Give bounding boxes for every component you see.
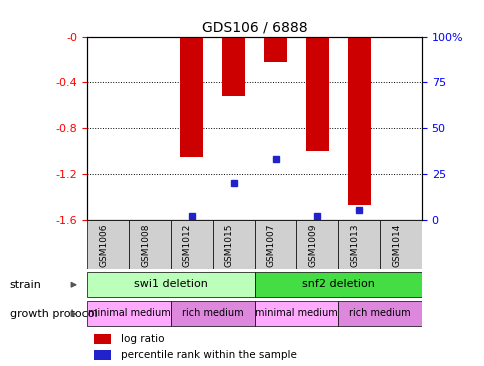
Bar — [305, 37, 328, 151]
Bar — [254, 302, 337, 326]
Bar — [337, 302, 421, 326]
Bar — [347, 37, 370, 205]
Text: GSM1015: GSM1015 — [224, 224, 233, 267]
Text: rich medium: rich medium — [348, 308, 410, 318]
Bar — [337, 220, 379, 269]
Text: percentile rank within the sample: percentile rank within the sample — [121, 350, 296, 360]
Bar — [254, 272, 421, 297]
Bar — [212, 220, 254, 269]
Bar — [254, 220, 296, 269]
Text: GSM1009: GSM1009 — [308, 224, 317, 267]
Text: snf2 deletion: snf2 deletion — [301, 279, 374, 289]
Text: GSM1008: GSM1008 — [141, 224, 150, 267]
Bar — [180, 37, 203, 157]
Text: GSM1006: GSM1006 — [99, 224, 108, 267]
Text: rich medium: rich medium — [182, 308, 243, 318]
Bar — [296, 220, 337, 269]
Text: swi1 deletion: swi1 deletion — [134, 279, 208, 289]
Bar — [87, 220, 129, 269]
Text: minimal medium: minimal medium — [255, 308, 337, 318]
Text: log ratio: log ratio — [121, 334, 164, 344]
Bar — [170, 302, 254, 326]
Text: strain: strain — [10, 280, 42, 290]
Text: growth protocol: growth protocol — [10, 309, 97, 319]
Title: GDS106 / 6888: GDS106 / 6888 — [201, 20, 307, 34]
Text: GSM1012: GSM1012 — [182, 224, 192, 267]
Text: GSM1014: GSM1014 — [391, 224, 400, 267]
Bar — [94, 350, 110, 360]
Text: minimal medium: minimal medium — [88, 308, 170, 318]
Bar — [94, 334, 110, 344]
Bar — [170, 220, 212, 269]
Bar — [87, 302, 170, 326]
Text: GSM1007: GSM1007 — [266, 224, 275, 267]
Bar — [379, 220, 421, 269]
Bar — [263, 37, 287, 62]
Bar — [222, 37, 245, 96]
Bar — [129, 220, 170, 269]
Bar — [87, 272, 254, 297]
Text: GSM1013: GSM1013 — [349, 224, 359, 267]
